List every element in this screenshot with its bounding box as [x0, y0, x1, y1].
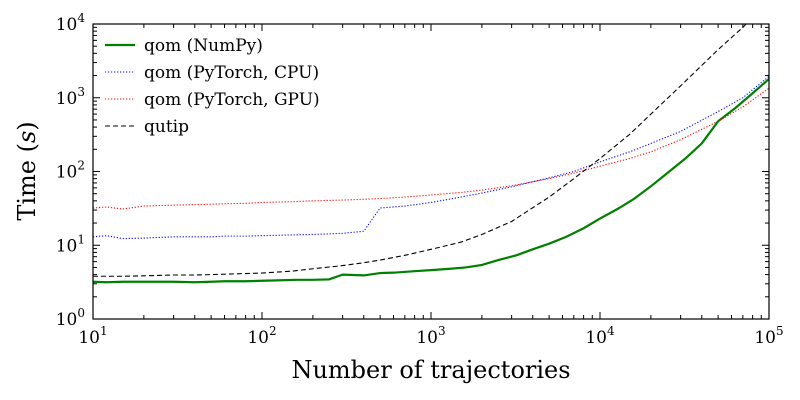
- legend-label-4: qutip: [144, 117, 189, 137]
- legend: qom (NumPy) qom (PyTorch, CPU) qom (PyTorc…: [105, 36, 320, 137]
- y-tick-label: 100: [56, 306, 85, 330]
- x-tick-label: 101: [78, 324, 107, 348]
- legend-label-1: qom (NumPy): [144, 36, 263, 56]
- x-tick-label: 104: [585, 324, 615, 348]
- y-tick-label: 101: [56, 232, 85, 256]
- ticks-layer: [92, 23, 770, 320]
- x-tick-label: 102: [247, 324, 276, 348]
- y-tick-label: 104: [56, 11, 86, 35]
- x-axis-label: Number of trajectories: [291, 356, 570, 384]
- legend-label-2: qom (PyTorch, CPU): [144, 63, 319, 83]
- series-layer: [93, 24, 769, 284]
- y-axis-label: Time (s): [13, 121, 41, 220]
- x-tick-label: 105: [754, 324, 783, 348]
- series-line-4: [93, 24, 747, 277]
- series-line-1: [93, 78, 769, 284]
- legend-label-3: qom (PyTorch, GPU): [144, 90, 320, 110]
- y-tick-label: 103: [56, 85, 85, 109]
- x-tick-label: 103: [416, 324, 445, 348]
- y-tick-label: 102: [56, 159, 85, 183]
